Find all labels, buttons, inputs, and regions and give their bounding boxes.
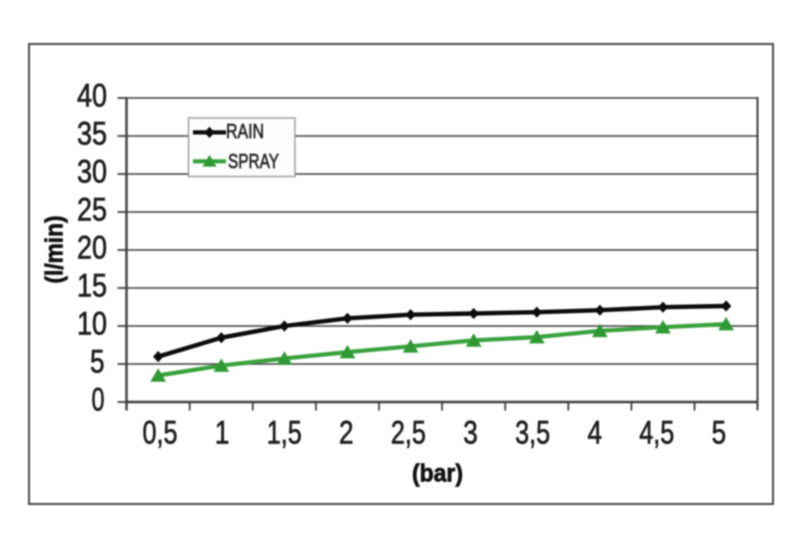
- svg-text:RAIN: RAIN: [226, 120, 264, 143]
- svg-text:20: 20: [77, 229, 107, 265]
- svg-text:1: 1: [215, 415, 230, 451]
- svg-text:0,5: 0,5: [143, 415, 178, 451]
- svg-text:40: 40: [77, 77, 107, 113]
- svg-text:(bar): (bar): [412, 460, 463, 488]
- svg-text:2: 2: [339, 415, 354, 451]
- svg-text:35: 35: [77, 115, 107, 151]
- svg-text:2,5: 2,5: [391, 415, 426, 451]
- svg-text:0: 0: [92, 381, 105, 417]
- svg-text:15: 15: [77, 267, 107, 303]
- svg-text:5: 5: [712, 415, 727, 451]
- svg-text:4: 4: [587, 415, 602, 451]
- svg-text:1,5: 1,5: [267, 415, 302, 451]
- svg-text:3,5: 3,5: [515, 415, 550, 451]
- svg-text:25: 25: [77, 191, 107, 227]
- svg-text:4,5: 4,5: [639, 415, 674, 451]
- svg-text:(l/min): (l/min): [41, 216, 69, 284]
- svg-text:30: 30: [77, 153, 107, 189]
- svg-text:10: 10: [77, 305, 107, 341]
- svg-text:3: 3: [463, 415, 478, 451]
- svg-text:5: 5: [90, 343, 105, 379]
- svg-text:SPRAY: SPRAY: [228, 150, 279, 173]
